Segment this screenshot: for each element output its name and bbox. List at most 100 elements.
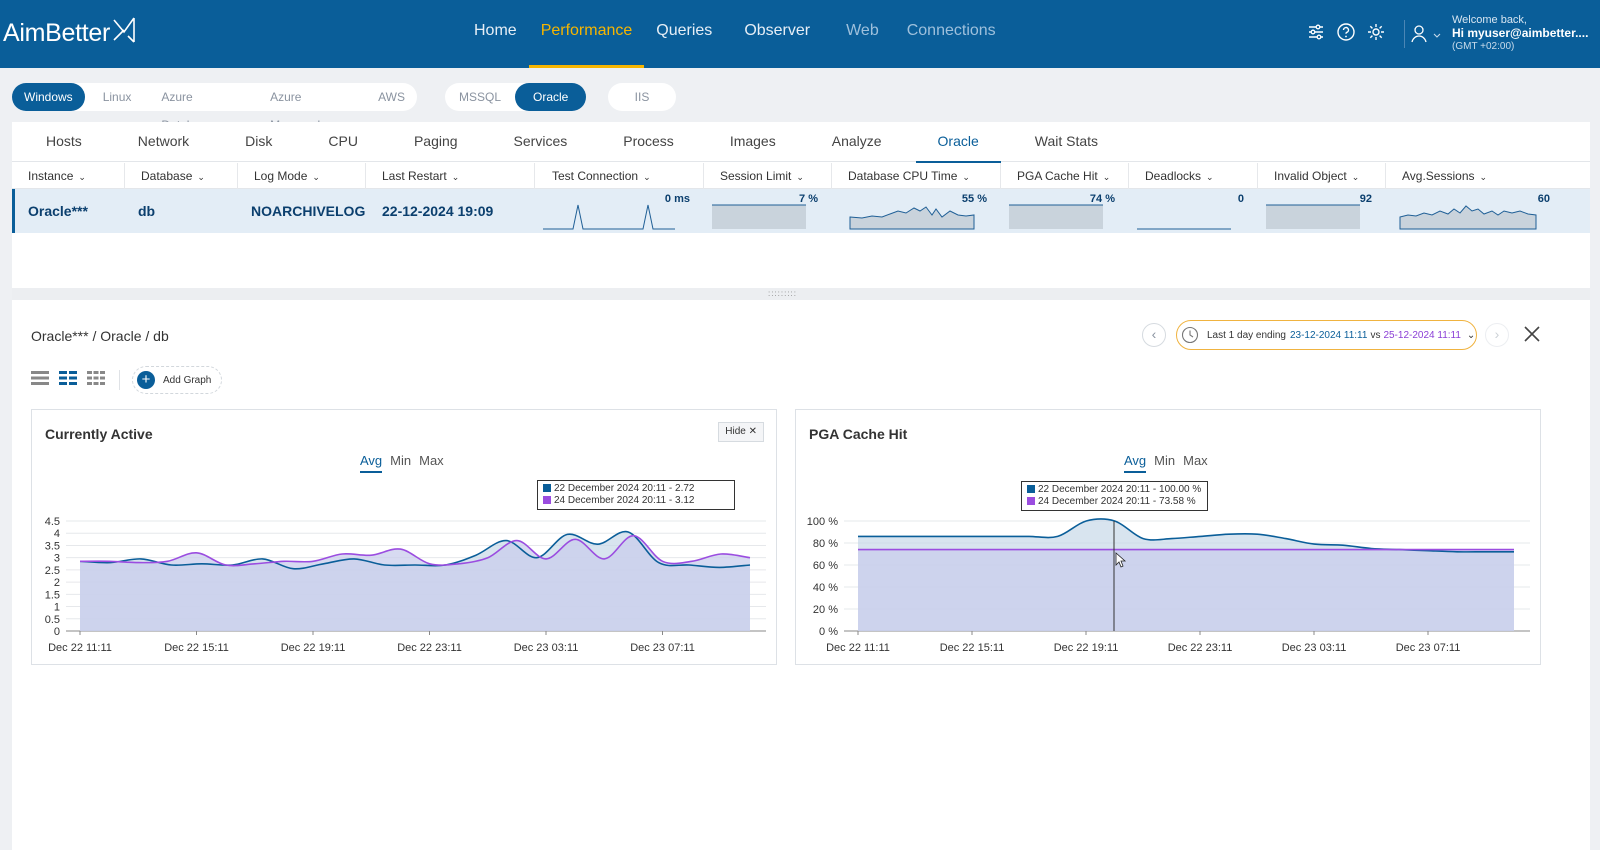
chart-card-currently-active: 0 0.5 1 1.5 2 2.5 3 3.5 4 4.5 Dec 22 11:11 Dec 22 1… xyxy=(31,409,777,665)
sparkline-session-limit xyxy=(712,204,806,229)
tab-services[interactable]: Services xyxy=(513,133,568,149)
toggle-azure-databases[interactable]: Azure Databases xyxy=(161,90,218,132)
x-tick-label: Dec 23 07:11 xyxy=(1396,642,1461,654)
value-pga-cache-hit: 74 % xyxy=(1089,193,1115,205)
series-area xyxy=(858,549,1514,631)
toggle-azure-managed[interactable]: Azure Managed xyxy=(270,90,320,132)
col-test-connection[interactable]: Test Connection ⌄ xyxy=(535,163,704,189)
tab-cpu[interactable]: CPU xyxy=(328,133,358,149)
tab-analyze[interactable]: Analyze xyxy=(831,133,882,149)
sparkline-deadlocks xyxy=(1137,228,1231,230)
tab-max[interactable]: Max xyxy=(1183,453,1208,468)
toggle-iis[interactable]: IIS xyxy=(634,90,650,104)
legend-item: 24 December 2024 20:11 - 73.58 % xyxy=(1027,496,1202,508)
filter-sliders-icon[interactable] xyxy=(1306,22,1326,42)
layout-grid-icon[interactable] xyxy=(87,371,105,385)
tab-avg[interactable]: Avg xyxy=(360,453,383,473)
nav-home[interactable]: Home xyxy=(474,22,517,39)
col-log-mode[interactable]: Log Mode ⌄ xyxy=(238,163,366,189)
top-icons xyxy=(1306,22,1386,42)
y-tick-label: 2 xyxy=(54,577,60,589)
toggle-linux[interactable]: Linux xyxy=(102,90,132,104)
chevron-left-icon: ‹ xyxy=(1151,326,1157,342)
y-tick-label: 20 % xyxy=(813,604,838,616)
tab-min[interactable]: Min xyxy=(1154,453,1176,468)
close-icon[interactable] xyxy=(1522,324,1542,344)
y-tick-label: 2.5 xyxy=(45,565,60,577)
col-instance[interactable]: Instance ⌄ xyxy=(12,163,125,189)
prev-period-button[interactable]: ‹ xyxy=(1142,323,1166,347)
split-resizer[interactable]: ::::::::: xyxy=(12,288,1590,300)
series-area xyxy=(80,535,750,631)
col-avg-sessions[interactable]: Avg.Sessions ⌄ xyxy=(1402,169,1488,183)
user-menu[interactable] xyxy=(1410,24,1442,49)
col-database[interactable]: Database ⌄ xyxy=(125,163,238,189)
toggle-oracle[interactable]: Oracle xyxy=(515,83,587,111)
gear-icon[interactable] xyxy=(1366,22,1386,42)
col-session-limit[interactable]: Session Limit ⌄ xyxy=(704,163,832,189)
clock-icon xyxy=(1181,326,1199,344)
layout-list-icon[interactable] xyxy=(31,371,49,385)
y-tick-label: 0 xyxy=(54,626,60,638)
sparkline-pga-cache-hit xyxy=(1009,204,1103,229)
toolbar-divider xyxy=(119,370,120,390)
hide-button[interactable]: Hide ✕ xyxy=(718,422,764,442)
tab-oracle[interactable]: Oracle xyxy=(915,122,1002,163)
col-pga-cache-hit[interactable]: PGA Cache Hit ⌄ xyxy=(1001,163,1129,189)
tab-images[interactable]: Images xyxy=(729,133,776,149)
cell-log-mode: NOARCHIVELOG xyxy=(251,203,366,219)
y-tick-label: 3 xyxy=(54,553,60,565)
tab-hosts[interactable]: Hosts xyxy=(46,133,82,149)
next-period-button[interactable]: › xyxy=(1485,323,1509,347)
chart-pga-cache-hit: 0 % 20 % 40 % 60 % 80 % 100 % Dec 22 11:11 Dec … xyxy=(807,516,1530,654)
help-icon[interactable] xyxy=(1336,22,1356,42)
tab-process[interactable]: Process xyxy=(623,133,674,149)
cell-test-connection: 0 ms xyxy=(535,189,704,233)
y-tick-label: 4.5 xyxy=(45,516,60,528)
main-nav: Home Performance Queries Observer Web Co… xyxy=(462,0,1008,68)
time-range-picker[interactable]: Last 1 day ending 23-12-2024 11:11 vs 25… xyxy=(1176,320,1477,350)
chevron-down-icon: ⌄ xyxy=(312,172,320,182)
tab-disk[interactable]: Disk xyxy=(245,133,273,149)
os-toggle-group: Windows Linux Azure Databases Azure Mana… xyxy=(12,83,417,132)
tab-min[interactable]: Min xyxy=(390,453,412,468)
cell-avg-sessions: 60 xyxy=(1386,189,1576,233)
tab-network[interactable]: Network xyxy=(137,133,190,149)
chevron-right-icon: › xyxy=(1494,326,1500,342)
legend-item: 22 December 2024 20:11 - 100.00 % xyxy=(1027,484,1202,496)
tab-wait-stats[interactable]: Wait Stats xyxy=(1034,133,1099,149)
nav-web[interactable]: Web xyxy=(846,22,879,39)
y-tick-label: 100 % xyxy=(807,516,838,528)
toggle-mssql[interactable]: MSSQL xyxy=(459,90,502,104)
y-tick-label: 4 xyxy=(54,528,60,540)
y-tick-label: 80 % xyxy=(813,538,838,550)
x-tick-label: Dec 22 23:11 xyxy=(397,642,462,654)
sub-tabs: Hosts Network Disk CPU Paging Services P… xyxy=(12,122,1590,163)
tab-avg[interactable]: Avg xyxy=(1124,453,1147,473)
nav-queries[interactable]: Queries xyxy=(656,22,713,39)
col-last-restart[interactable]: Last Restart ⌄ xyxy=(366,163,535,189)
x-tick-label: Dec 22 19:11 xyxy=(1054,642,1119,654)
col-deadlocks[interactable]: Deadlocks ⌄ xyxy=(1129,163,1258,189)
col-invalid-object[interactable]: Invalid Object ⌄ xyxy=(1258,163,1386,189)
toggle-aws[interactable]: AWS xyxy=(378,90,405,104)
cursor-icon xyxy=(1115,552,1127,568)
y-tick-label: 3.5 xyxy=(45,540,60,552)
nav-performance[interactable]: Performance xyxy=(528,0,645,68)
nav-observer[interactable]: Observer xyxy=(744,22,811,39)
welcome-block[interactable]: Welcome back, Hi myuser@aimbetter.... (G… xyxy=(1452,14,1588,53)
toggle-windows[interactable]: Windows xyxy=(12,83,85,111)
legend-item: 22 December 2024 20:11 - 2.72 xyxy=(543,483,729,495)
add-graph-button[interactable]: + Add Graph xyxy=(132,366,223,394)
tab-paging[interactable]: Paging xyxy=(413,133,458,149)
nav-connections[interactable]: Connections xyxy=(906,22,996,39)
x-tick-label: Dec 22 15:11 xyxy=(164,642,229,654)
col-db-cpu-time[interactable]: Database CPU Time ⌄ xyxy=(832,163,1001,189)
cell-deadlocks: 0 xyxy=(1129,189,1258,233)
layout-two-column-icon[interactable] xyxy=(59,371,77,385)
cell-database: db xyxy=(138,203,156,219)
aimbetter-logo[interactable]: AimBetter xyxy=(3,16,136,50)
tab-max[interactable]: Max xyxy=(419,453,444,468)
timezone: (GMT +02:00) xyxy=(1452,41,1515,52)
table-row[interactable]: Oracle*** db NOARCHIVELOG 22-12-2024 19:… xyxy=(12,189,1590,233)
